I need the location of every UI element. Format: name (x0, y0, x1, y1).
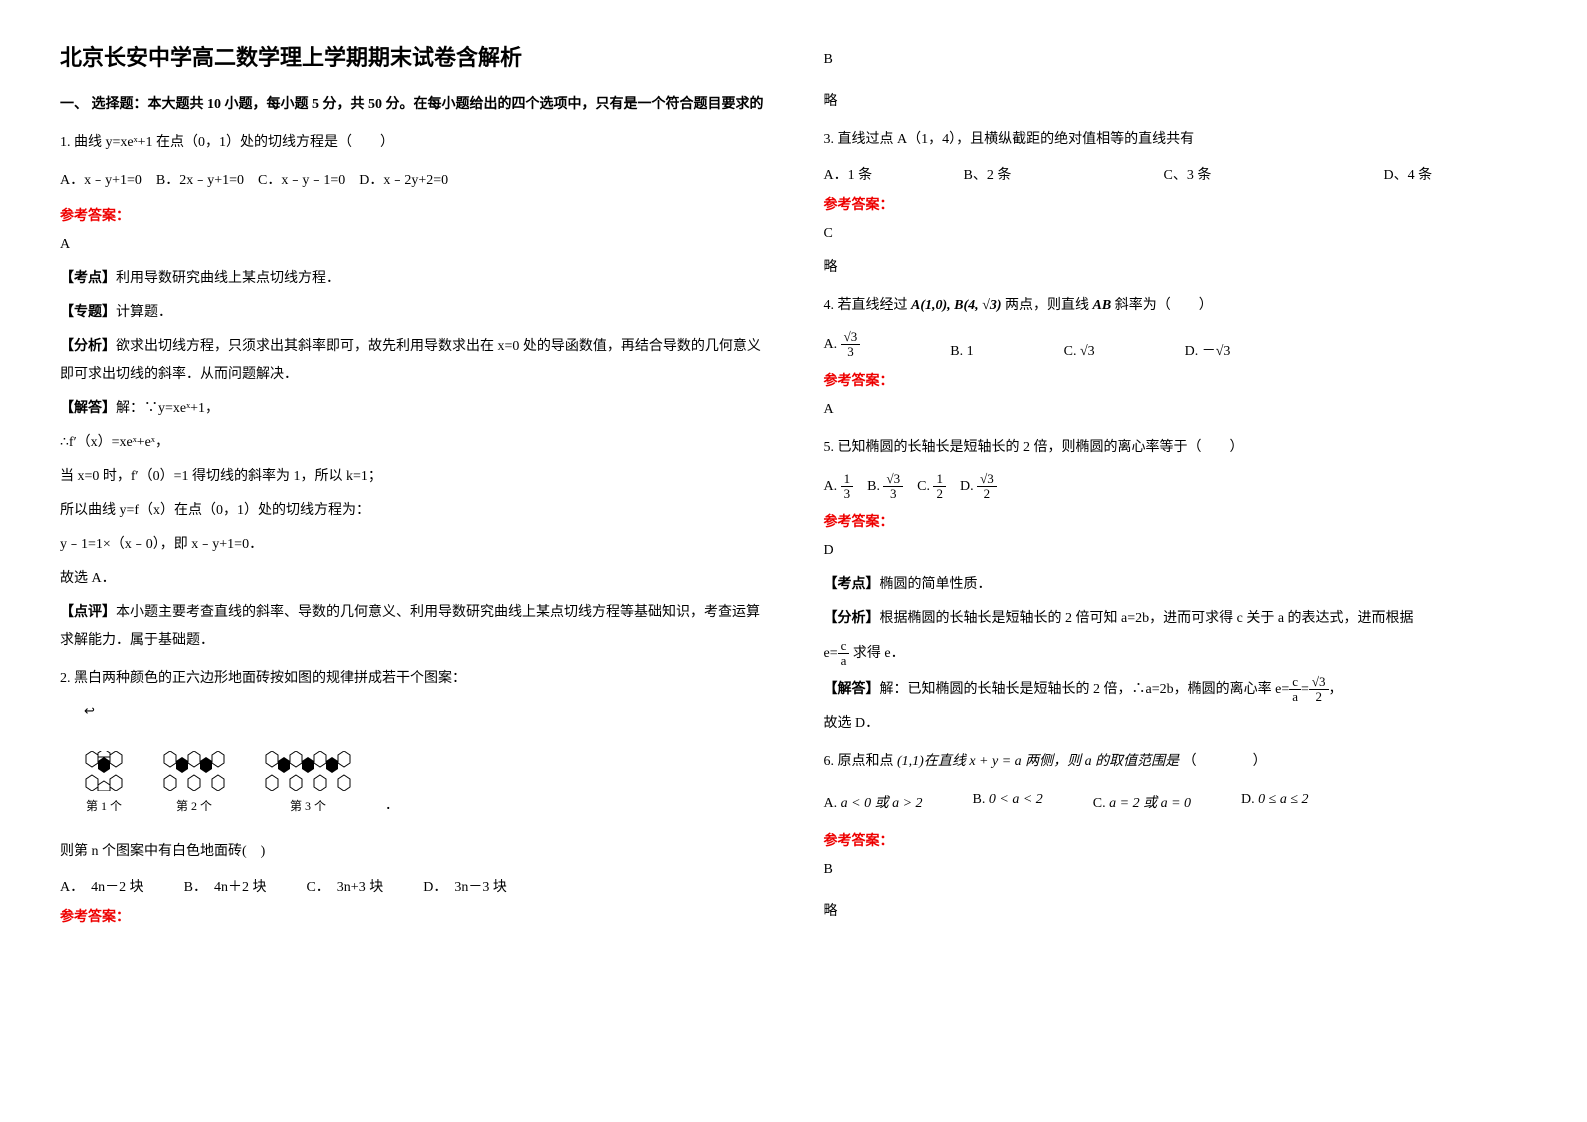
hex-pattern-figure: 第 1 个 第 2 个 (60, 737, 764, 820)
q4-options: A. √33 B. 1 C. √3 D. －√3 (824, 330, 1528, 360)
arrow-back-icon: ↩ (84, 703, 764, 719)
q5-fenxi-tail: e=ca 求得 e． (824, 639, 1528, 669)
q1-jieda-l2: ∴f′（x）=xeˣ+eˣ， (60, 429, 764, 457)
section-heading: 一、 选择题：本大题共 10 小题，每小题 5 分，共 50 分。在每小题给出的… (60, 92, 764, 117)
q1-dianping: 【点评】本小题主要考查直线的斜率、导数的几何意义、利用导数研究曲线上某点切线方程… (60, 599, 764, 655)
hex-group-1: 第 1 个 (80, 751, 128, 814)
points-formula: A(1,0), B(4, √3) (911, 298, 1002, 313)
q2-tail: 则第 n 个图案中有白色地面砖( ) (60, 838, 764, 866)
q5-jieda-last: 故选 D． (824, 710, 1528, 738)
q3-extra: 略 (824, 254, 1528, 282)
ab-label: AB (1093, 298, 1112, 313)
answer-label: 参考答案： (824, 830, 1528, 850)
hex-group-2: 第 2 个 (158, 751, 230, 814)
q1-kaodian: 【考点】利用导数研究曲线上某点切线方程． (60, 265, 764, 293)
q1-options: A．x﹣y+1=0 B．2x﹣y+1=0 C．x﹣y﹣1=0 D．x﹣2y+2=… (60, 167, 764, 195)
answer-label: 参考答案： (824, 511, 1528, 531)
answer-label: 参考答案： (60, 906, 764, 926)
q1-jieda-l4: 所以曲线 y=f（x）在点（0，1）处的切线方程为： (60, 497, 764, 525)
answer-label: 参考答案： (824, 370, 1528, 390)
q1-answer-letter: A (60, 231, 764, 259)
page-title: 北京长安中学高二数学理上学期期末试卷含解析 (60, 40, 764, 72)
answer-label: 参考答案： (824, 194, 1528, 214)
q6-answer-letter: B (824, 856, 1528, 884)
q6-extra: 略 (824, 898, 1528, 926)
q1-zhuanti: 【专题】计算题． (60, 299, 764, 327)
q1-jieda-l6: 故选 A． (60, 565, 764, 593)
q4-answer-letter: A (824, 396, 1528, 424)
q3-options: A．1 条 B、2 条 C、3 条 D、4 条 (824, 164, 1528, 184)
q5-answer-letter: D (824, 537, 1528, 565)
q1-stem: 1. 曲线 y=xeˣ+1 在点（0，1）处的切线方程是（ ） (60, 129, 764, 157)
q1-jieda-l3: 当 x=0 时，f′（0）=1 得切线的斜率为 1，所以 k=1； (60, 463, 764, 491)
q2-stem: 2. 黑白两种颜色的正六边形地面砖按如图的规律拼成若干个图案： (60, 665, 764, 693)
q6-options: A. a < 0 或 a > 2 B. 0 < a < 2 C. a = 2 或… (824, 792, 1528, 812)
q1-jieda-l5: y﹣1=1×（x﹣0），即 x﹣y+1=0． (60, 531, 764, 559)
q5-options: A. 13 B. √33 C. 12 D. √32 (824, 472, 1528, 502)
q2-extra: 略 (824, 88, 1528, 116)
q6-stem: 6. 原点和点 (1,1)在直线 x + y = a 两侧，则 a 的取值范围是… (824, 748, 1528, 776)
q6-formula: (1,1)在直线 x + y = a 两侧，则 a 的取值范围是 (897, 754, 1179, 769)
ellipsis: . (386, 793, 391, 814)
q1-jieda-start: 【解答】解：∵y=xeˣ+1， (60, 395, 764, 423)
q2-options: A． 4n－2 块 B． 4n＋2 块 C． 3n+3 块 D． 3n－3 块 (60, 876, 764, 896)
q5-kaodian: 【考点】椭圆的简单性质． (824, 571, 1528, 599)
q2-answer-letter: B (824, 46, 1528, 74)
q5-stem: 5. 已知椭圆的长轴长是短轴长的 2 倍，则椭圆的离心率等于（ ） (824, 434, 1528, 462)
q5-fenxi: 【分析】根据椭圆的长轴长是短轴长的 2 倍可知 a=2b，进而可求得 c 关于 … (824, 605, 1528, 633)
hex-group-3: 第 3 个 (260, 751, 356, 814)
q3-stem: 3. 直线过点 A（1，4），且横纵截距的绝对值相等的直线共有 (824, 126, 1528, 154)
q1-fenxi: 【分析】欲求出切线方程，只须求出其斜率即可，故先利用导数求出在 x=0 处的导函… (60, 333, 764, 389)
answer-label: 参考答案： (60, 205, 764, 225)
q4-stem: 4. 若直线经过 A(1,0), B(4, √3) 两点，则直线 AB 斜率为（… (824, 292, 1528, 320)
q5-jieda: 【解答】解：已知椭圆的长轴长是短轴长的 2 倍，∴a=2b，椭圆的离心率 e=c… (824, 675, 1528, 705)
q3-answer-letter: C (824, 220, 1528, 248)
